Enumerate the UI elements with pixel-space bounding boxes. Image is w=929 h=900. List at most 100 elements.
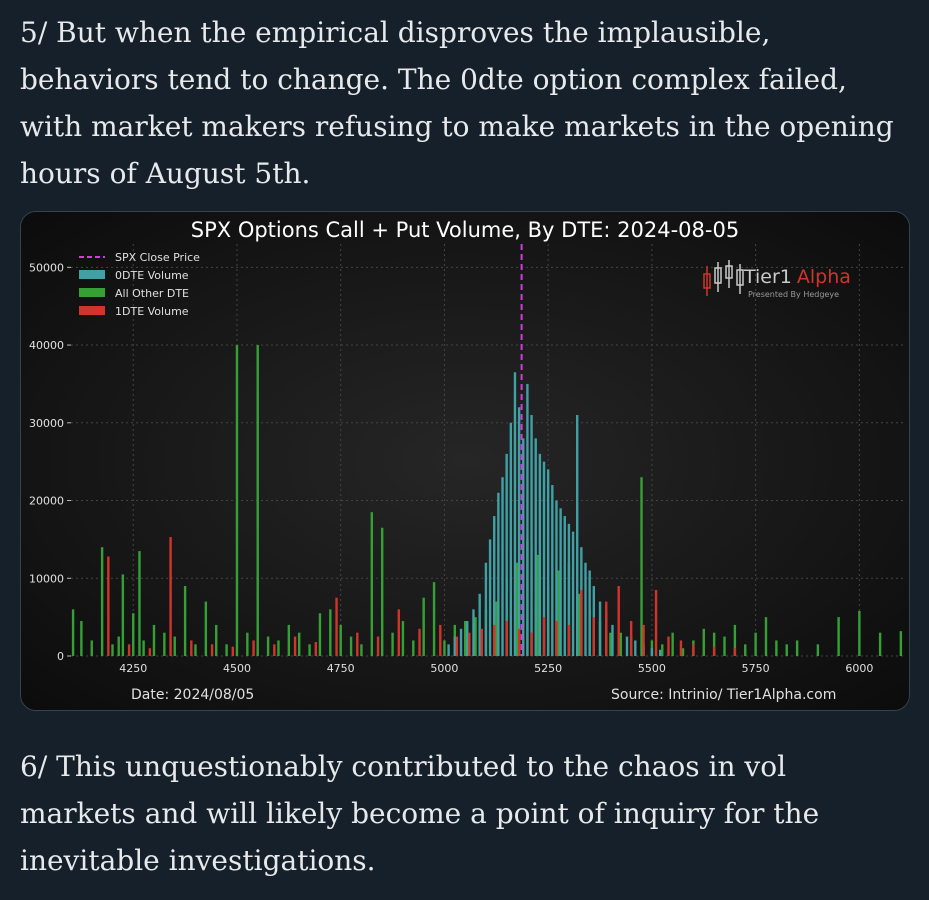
bar-1dte-volume <box>252 640 255 656</box>
bar-0dte-volume <box>534 438 537 656</box>
bar-all-other-dte <box>837 617 840 656</box>
y-tick-label: 0 <box>57 650 64 663</box>
bar-all-other-dte <box>163 632 166 656</box>
bar-0dte-volume <box>625 636 629 656</box>
bar-1dte-volume <box>530 632 533 656</box>
bar-all-other-dte <box>90 640 93 656</box>
bar-all-other-dte <box>287 624 291 656</box>
bar-all-other-dte <box>308 644 311 656</box>
legend-label-other-dte: All Other DTE <box>115 287 189 300</box>
bar-all-other-dte <box>515 562 519 656</box>
bar-all-other-dte <box>121 574 125 656</box>
bar-0dte-volume <box>546 469 550 656</box>
bar-all-other-dte <box>256 345 259 656</box>
bar-1dte-volume <box>480 628 483 656</box>
y-tick-label: 10000 <box>29 572 64 585</box>
bar-all-other-dte <box>557 570 560 656</box>
bar-1dte-volume <box>455 636 459 656</box>
logo-brand-accent: Alpha <box>797 266 851 288</box>
bar-all-other-dte <box>71 609 75 656</box>
x-tick-label: 5250 <box>534 662 562 675</box>
logo-brand-text: Tier1 <box>743 266 792 288</box>
bar-all-other-dte <box>360 644 363 656</box>
bar-1dte-volume <box>692 644 695 656</box>
bar-all-other-dte <box>463 621 467 656</box>
bar-all-other-dte <box>432 582 436 656</box>
bar-0dte-volume <box>567 523 571 656</box>
bar-1dte-volume <box>107 556 110 656</box>
bar-1dte-volume <box>293 636 297 656</box>
bar-0dte-volume <box>505 453 508 656</box>
bar-all-other-dte <box>391 632 394 656</box>
bar-all-other-dte <box>100 547 104 656</box>
bar-0dte-volume <box>522 438 525 656</box>
bar-1dte-volume <box>439 624 442 656</box>
bar-0dte-volume <box>509 422 513 656</box>
bar-all-other-dte <box>878 632 882 656</box>
legend-swatch-0dte <box>79 270 105 279</box>
bar-all-other-dte <box>443 640 446 656</box>
x-tick-label: 5750 <box>742 662 770 675</box>
footer-date: Date: 2024/08/05 <box>131 687 254 703</box>
bar-all-other-dte <box>401 621 405 656</box>
y-tick-label: 40000 <box>29 339 64 352</box>
bar-1dte-volume <box>397 609 400 656</box>
legend-label-1dte: 1DTE Volume <box>115 305 189 318</box>
bar-1dte-volume <box>567 624 571 656</box>
bar-all-other-dte <box>422 597 425 656</box>
bar-0dte-volume <box>634 640 637 656</box>
bar-all-other-dte <box>775 640 778 656</box>
bar-1dte-volume <box>654 589 658 656</box>
bar-all-other-dte <box>712 632 716 656</box>
bar-all-other-dte <box>474 617 477 656</box>
bar-0dte-volume <box>530 415 533 656</box>
bar-1dte-volume <box>314 642 318 656</box>
bar-0dte-volume <box>513 372 517 656</box>
footer-source: Source: Intrinio/ Tier1Alpha.com <box>611 687 836 703</box>
bar-0dte-volume <box>588 570 591 656</box>
bar-0dte-volume <box>497 492 500 656</box>
bar-0dte-volume <box>484 562 488 656</box>
legend-label-0dte: 0DTE Volume <box>115 269 189 282</box>
bar-all-other-dte <box>858 610 861 656</box>
chart-title: SPX Options Call + Put Volume, By DTE: 2… <box>191 218 739 242</box>
bar-all-other-dte <box>111 644 114 656</box>
bar-1dte-volume <box>667 636 670 656</box>
bar-1dte-volume <box>517 628 521 656</box>
bar-all-other-dte <box>640 477 643 656</box>
bar-all-other-dte <box>183 586 187 656</box>
bar-all-other-dte <box>318 613 322 656</box>
bar-all-other-dte <box>795 640 799 656</box>
bar-all-other-dte <box>661 644 664 656</box>
bar-0dte-volume <box>598 601 602 656</box>
bar-all-other-dte <box>329 609 332 656</box>
bar-all-other-dte <box>380 527 384 656</box>
y-tick-label: 20000 <box>29 495 64 508</box>
bar-1dte-volume <box>210 644 214 656</box>
bar-all-other-dte <box>152 624 156 656</box>
bar-all-other-dte <box>194 644 197 656</box>
bar-0dte-volume <box>611 624 614 656</box>
bar-all-other-dte <box>117 636 120 656</box>
bar-1dte-volume <box>148 648 152 656</box>
bar-all-other-dte <box>744 644 747 656</box>
grid-lines <box>71 244 905 657</box>
bar-1dte-volume <box>733 648 737 656</box>
bar-1dte-volume <box>169 537 172 656</box>
legend-swatch-other-dte <box>79 288 105 297</box>
bar-all-other-dte <box>619 632 622 656</box>
bar-0dte-volume <box>650 648 654 656</box>
bar-all-other-dte <box>764 617 768 656</box>
bar-all-other-dte <box>671 632 674 656</box>
bars <box>71 244 903 656</box>
y-tick-label: 30000 <box>29 417 64 430</box>
bar-0dte-volume <box>478 593 481 656</box>
chart-image-card[interactable]: 0 10000 20000 30000 40000 50000 4250 4500 4750 50… <box>20 211 910 711</box>
tweet-paragraph-5: 5/ But when the empirical disproves the … <box>20 16 894 190</box>
bar-1dte-volume <box>580 589 583 656</box>
bar-1dte-volume <box>679 640 683 656</box>
x-tick-label: 6000 <box>845 662 873 675</box>
bar-all-other-dte <box>132 613 135 656</box>
bar-all-other-dte <box>235 345 239 656</box>
bar-1dte-volume <box>605 601 608 656</box>
